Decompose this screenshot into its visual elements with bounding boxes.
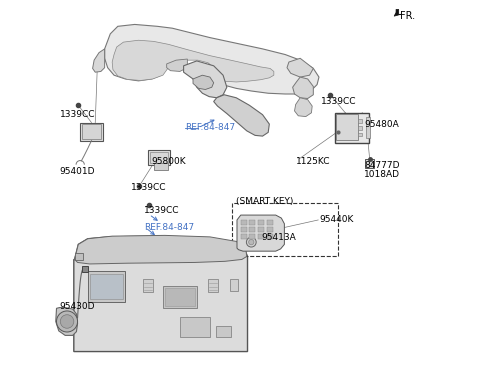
Bar — [232, 203, 338, 256]
Circle shape — [60, 315, 74, 328]
Bar — [88, 271, 125, 302]
Bar — [143, 279, 153, 293]
Polygon shape — [295, 98, 312, 117]
Bar — [258, 227, 264, 232]
Text: 1339CC: 1339CC — [144, 206, 180, 215]
Text: 95800K: 95800K — [152, 157, 186, 166]
Text: 95401D: 95401D — [60, 167, 95, 176]
Bar — [82, 266, 88, 272]
Bar — [208, 279, 218, 293]
Text: 1018AD: 1018AD — [364, 170, 400, 179]
Text: FR.: FR. — [400, 11, 415, 21]
Bar — [267, 220, 273, 225]
Bar — [359, 133, 362, 136]
Bar — [267, 227, 273, 232]
Text: 95430D: 95430D — [60, 302, 95, 311]
Bar — [80, 123, 103, 141]
Bar — [241, 233, 247, 239]
Bar — [75, 253, 83, 260]
Polygon shape — [93, 49, 105, 72]
Bar — [90, 274, 123, 299]
Text: 95440K: 95440K — [319, 215, 353, 224]
Text: 95480A: 95480A — [364, 120, 399, 129]
Bar — [180, 317, 210, 338]
Circle shape — [246, 237, 256, 247]
Polygon shape — [287, 58, 313, 77]
Bar — [250, 227, 255, 232]
Bar — [359, 126, 362, 130]
Bar — [163, 286, 197, 308]
Bar — [258, 233, 264, 239]
Polygon shape — [394, 9, 401, 16]
Bar — [82, 124, 101, 139]
Text: (SMART KEY): (SMART KEY) — [236, 197, 294, 206]
Polygon shape — [237, 215, 284, 251]
Polygon shape — [193, 75, 214, 89]
Text: 1339CC: 1339CC — [60, 110, 95, 119]
Bar — [241, 220, 247, 225]
Polygon shape — [214, 95, 269, 136]
Bar — [267, 233, 273, 239]
Polygon shape — [167, 59, 187, 71]
Bar — [241, 227, 247, 232]
Text: 1125KC: 1125KC — [296, 157, 331, 166]
Polygon shape — [105, 24, 319, 94]
Polygon shape — [74, 236, 248, 352]
Text: 1339CC: 1339CC — [131, 183, 167, 193]
Polygon shape — [74, 235, 247, 264]
Polygon shape — [112, 40, 274, 82]
Text: 84777D: 84777D — [364, 161, 399, 170]
Bar — [336, 114, 358, 140]
Bar — [216, 326, 230, 337]
Bar — [365, 159, 374, 168]
Polygon shape — [293, 77, 313, 99]
Bar — [165, 288, 194, 306]
Circle shape — [57, 311, 78, 332]
Bar — [230, 279, 239, 291]
Polygon shape — [183, 61, 227, 98]
Bar — [258, 220, 264, 225]
Bar — [250, 220, 255, 225]
Text: REF.84-847: REF.84-847 — [144, 223, 194, 232]
Bar — [148, 150, 170, 165]
Text: REF.84-847: REF.84-847 — [185, 123, 236, 132]
Polygon shape — [56, 308, 78, 335]
Circle shape — [249, 240, 254, 245]
Bar — [250, 233, 255, 239]
Bar — [154, 163, 168, 170]
Bar — [335, 113, 369, 143]
Bar — [150, 152, 168, 163]
Text: 1339CC: 1339CC — [321, 97, 356, 106]
Text: 95413A: 95413A — [262, 233, 297, 242]
Bar — [359, 119, 362, 123]
Bar — [366, 117, 370, 138]
